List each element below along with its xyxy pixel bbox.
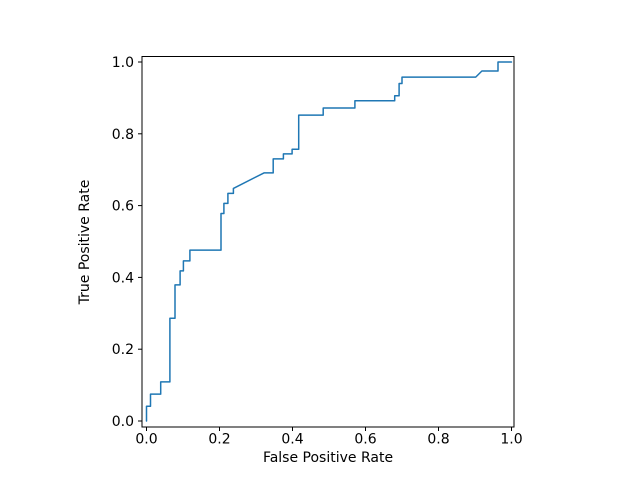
y-tick-label: 0.2	[112, 342, 134, 358]
y-axis-ticks: 0.0 0.2 0.4 0.6 0.8 1.0	[112, 55, 142, 430]
y-axis-label: True Positive Rate	[77, 180, 93, 306]
y-tick-label: 0.6	[112, 199, 134, 215]
roc-curve	[145, 61, 513, 422]
y-tick-label: 0.4	[112, 270, 134, 286]
x-tick-label: 0.0	[135, 432, 157, 448]
x-axis-label: False Positive Rate	[263, 450, 393, 466]
x-axis-ticks: 0.0 0.2 0.4 0.6 0.8 1.0	[135, 427, 523, 448]
x-tick-label: 0.6	[354, 432, 376, 448]
axes-box	[141, 56, 515, 428]
x-tick-label: 0.8	[427, 432, 449, 448]
y-tick-label: 1.0	[112, 55, 134, 71]
x-tick-label: 0.2	[208, 432, 230, 448]
y-tick-label: 0.8	[112, 127, 134, 143]
plot-area	[142, 56, 514, 427]
y-tick-label: 0.0	[112, 414, 134, 430]
x-tick-label: 0.4	[281, 432, 303, 448]
x-tick-label: 1.0	[500, 432, 522, 448]
